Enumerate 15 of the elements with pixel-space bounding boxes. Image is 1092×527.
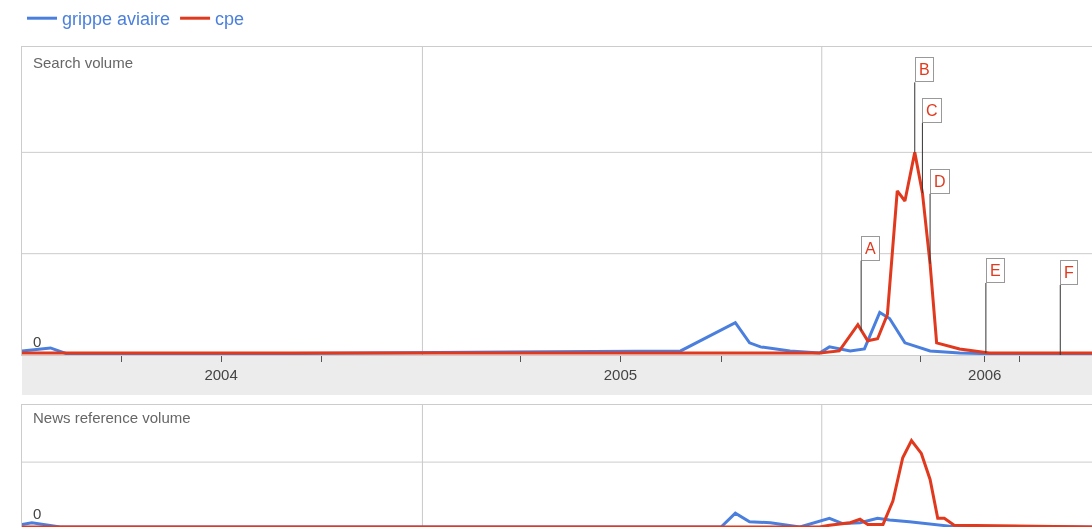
annotation: E — [990, 262, 1001, 279]
annotation: F — [1064, 264, 1074, 281]
x-tick-label: 2004 — [204, 366, 238, 383]
x-tick-label: 2005 — [603, 366, 638, 383]
chart-title: News reference volume — [33, 409, 191, 426]
annotation: A — [865, 240, 876, 257]
annotation: 0 — [33, 333, 42, 350]
chart-title: Search volume — [33, 54, 134, 71]
annotation: D — [934, 173, 946, 190]
legend-label: cpe — [215, 9, 245, 30]
x-tick-label: 2006 — [968, 366, 1002, 383]
annotation: 0 — [33, 505, 42, 522]
legend-label: grippe aviaire — [62, 9, 171, 30]
annotation: C — [926, 102, 938, 119]
annotation: B — [919, 61, 930, 78]
